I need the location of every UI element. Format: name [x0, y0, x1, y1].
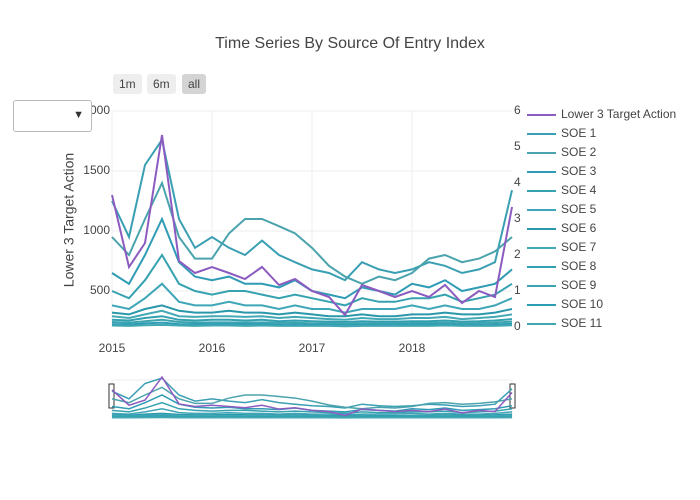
y2-tick-label: 4 [514, 175, 521, 189]
x-tick-label: 2018 [399, 341, 426, 355]
series-line [111, 309, 513, 321]
x-tick-label: 2017 [299, 341, 326, 355]
slider-line [111, 412, 513, 417]
series-line [111, 315, 513, 323]
legend-label: SOE 3 [561, 164, 597, 178]
series-line [111, 318, 513, 325]
legend-label: SOE 10 [561, 297, 603, 311]
legend-label: SOE 2 [561, 145, 597, 159]
y-tick-label: 1500 [83, 163, 110, 177]
y2-tick-label: 2 [514, 247, 521, 261]
legend-label: SOE 5 [561, 202, 597, 216]
legend-label: SOE 7 [561, 240, 597, 254]
x-tick-label: 2015 [99, 341, 126, 355]
dropdown-arrow: ▼ [73, 109, 84, 121]
slider-line [111, 386, 513, 410]
slider-line [111, 377, 513, 409]
y2-tick-label: 3 [514, 211, 521, 225]
legend-label: SOE 11 [561, 316, 602, 330]
range-button[interactable]: 1m [113, 74, 142, 94]
series-line [111, 321, 513, 327]
series-line [111, 323, 513, 328]
legend-label: SOE 8 [561, 259, 597, 273]
legend-label: SOE 9 [561, 278, 597, 292]
chart-title: Time Series By Source Of Entry Index [215, 35, 485, 52]
series-line [111, 253, 513, 307]
range-button[interactable]: 6m [147, 74, 176, 94]
series-line [111, 137, 513, 282]
x-tick-label: 2016 [199, 341, 226, 355]
range-button[interactable]: all [182, 74, 207, 94]
range-handle-right[interactable] [509, 383, 516, 409]
y2-tick-label: 0 [514, 319, 521, 333]
dropdown[interactable]: ▼ [13, 100, 92, 132]
y2-tick-label: 1 [514, 283, 521, 297]
legend-label: SOE 1 [561, 126, 597, 140]
y-axis-label: Lower 3 Target Action [61, 153, 77, 287]
series-line [111, 134, 513, 317]
slider-line [111, 401, 513, 415]
legend-label: SOE 6 [561, 221, 597, 235]
range-handle-left[interactable] [108, 383, 115, 409]
slider-line [111, 375, 513, 417]
y2-tick-label: 5 [514, 139, 521, 153]
y-tick-label: 500 [90, 283, 110, 297]
series-line [111, 304, 513, 318]
legend-label: SOE 4 [561, 183, 597, 197]
series-line [111, 180, 513, 285]
y2-tick-label: 6 [514, 103, 521, 117]
series-line [111, 282, 513, 314]
legend-label: Lower 3 Target Action [561, 107, 676, 121]
slider-line [111, 408, 513, 416]
y-tick-label: 1000 [83, 223, 110, 237]
